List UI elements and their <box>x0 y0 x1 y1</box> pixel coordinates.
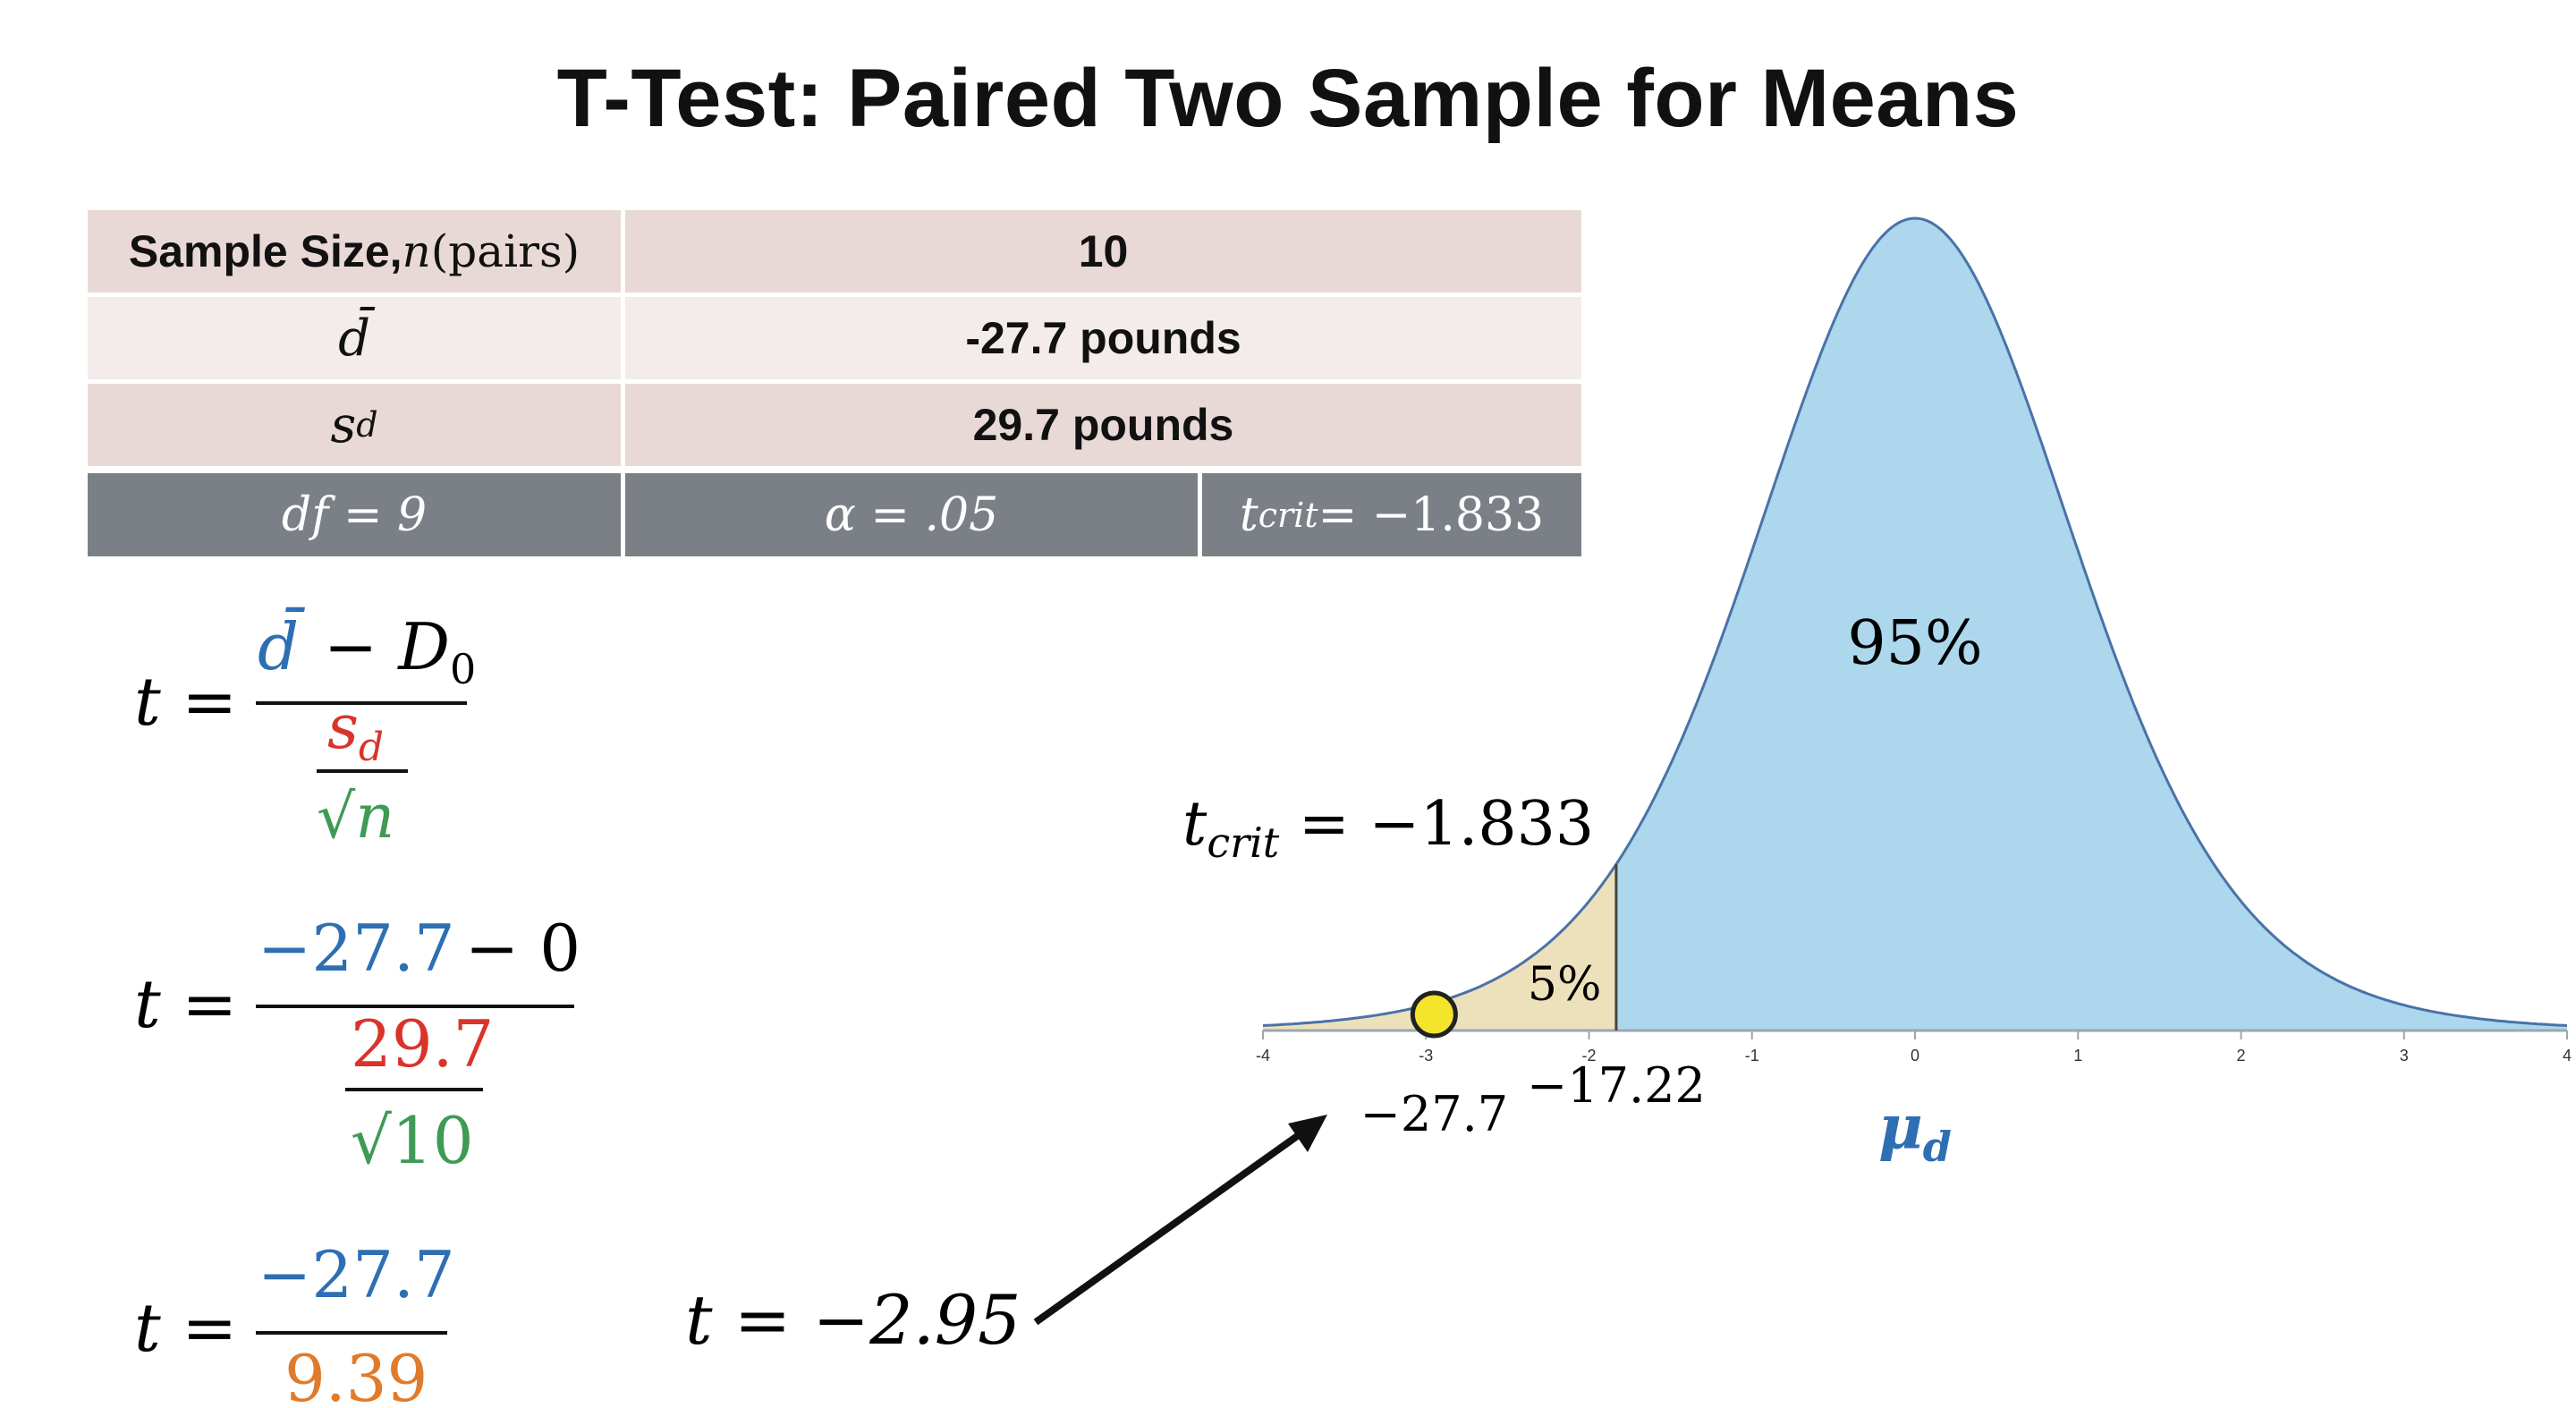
table-row-sample-size: Sample Size, n (pairs) 10 <box>88 210 1581 293</box>
rejection-percent-label: 5% <box>1528 958 1602 1012</box>
critical-t-value: t crit = −1.833 <box>1202 473 1581 556</box>
sample-size-value: 10 <box>1078 226 1129 276</box>
formula-substituted: t = −27.7 − 0 29.7 √10 <box>134 911 580 1178</box>
formula-s-sub: d <box>359 725 384 770</box>
sample-size-label-var: n <box>402 225 431 277</box>
x-axis-ticks: -4 -3 -2 -1 0 1 2 3 4 <box>1256 1031 2572 1064</box>
formula2-sqrt-ten: √10 <box>351 1103 474 1178</box>
formula3-numerator: −27.7 <box>258 1237 455 1312</box>
test-statistic-marker <box>1410 990 1458 1039</box>
sample-size-label-text: Sample Size, <box>128 226 402 276</box>
x-axis-title: μd <box>1878 1092 1952 1171</box>
formula2-sd-value: 29.7 <box>351 1006 494 1081</box>
column-divider <box>621 297 625 379</box>
t-statistic-result: t = −2.95 <box>685 1280 1021 1360</box>
x-axis-tick-label: 4 <box>2563 1047 2572 1064</box>
formula2-numerator-mean: −27.7 <box>258 911 455 986</box>
table-row-parameters: df = 9 α = .05 t crit = −1.833 <box>88 473 1581 556</box>
column-divider <box>621 384 625 466</box>
sample-mean-label: −27.7 <box>1360 1086 1508 1142</box>
sample-size-label: Sample Size, n (pairs) <box>88 210 621 293</box>
formula2-t-equals: t = <box>134 966 237 1043</box>
formula3-standard-error: 9.39 <box>284 1341 428 1408</box>
column-divider <box>1198 473 1202 556</box>
critical-t-annotation-var: t <box>1182 789 1208 860</box>
mean-difference-value: -27.7 pounds <box>965 313 1241 363</box>
x-axis-title-sub: d <box>1923 1123 1952 1171</box>
acceptance-percent-label: 95% <box>1847 608 1982 679</box>
table-row-mean-difference: d̄ -27.7 pounds <box>88 297 1581 379</box>
column-divider <box>621 473 625 556</box>
formula-sqrt-n: √n <box>317 782 394 852</box>
formula2-numerator-minus-zero: − 0 <box>465 911 580 986</box>
x-axis-title-var: μ <box>1878 1092 1923 1164</box>
critical-t-annotation-sub: crit <box>1207 819 1279 867</box>
critical-t-annotation: tcrit = −1.833 <box>1182 789 1594 867</box>
x-axis-tick-label: -2 <box>1581 1047 1596 1064</box>
formula-minus-d: − D <box>324 609 450 684</box>
formula-d0-sub: 0 <box>450 645 476 693</box>
x-axis-tick-label: -3 <box>1419 1047 1433 1064</box>
critical-t-rest: = −1.833 <box>1318 488 1545 542</box>
critical-t-sub: crit <box>1258 495 1318 535</box>
x-axis-tick-label: -1 <box>1745 1047 1759 1064</box>
acceptance-region <box>1615 218 2567 1031</box>
critical-t-annotation-rest: = −1.833 <box>1279 789 1594 860</box>
formula-d-bar: d̄ <box>258 606 305 684</box>
result-arrow <box>1033 1115 1327 1326</box>
formula3-t-equals: t = <box>134 1290 237 1367</box>
density-curve <box>1262 216 2568 1027</box>
x-axis-tick-label: 1 <box>2073 1047 2082 1064</box>
x-axis-tick-label: 2 <box>2236 1047 2245 1064</box>
formula-reduced: t = −27.7 9.39 <box>134 1237 455 1408</box>
degrees-of-freedom: df = 9 <box>281 488 428 542</box>
formula-t-equals: t = <box>134 664 237 741</box>
rejection-region <box>1263 864 1616 1031</box>
column-divider <box>621 210 625 293</box>
critical-value-label: −17.22 <box>1527 1057 1706 1114</box>
formula-sd: sd <box>327 692 384 770</box>
arrow-head <box>1288 1115 1327 1152</box>
formula-s: s <box>327 692 359 763</box>
formula-general: t = d̄ − D0 sd √n <box>134 606 476 852</box>
critical-t-var: t <box>1239 488 1258 542</box>
std-dev-label-var: s <box>330 395 357 454</box>
x-axis-tick-label: 0 <box>1911 1047 1919 1064</box>
t-distribution-chart: -4 -3 -2 -1 0 1 2 3 4 95% 5% tcrit = −1.833 −17.… <box>1182 216 2572 1171</box>
sample-size-label-tail: (pairs) <box>430 225 580 277</box>
summary-table: Sample Size, n (pairs) 10 d̄ -27.7 pound… <box>88 210 1581 556</box>
formula-minus-d0: − D0 <box>324 609 476 693</box>
page-title: T-Test: Paired Two Sample for Means <box>556 53 2020 144</box>
mean-difference-label: d̄ <box>338 309 370 368</box>
std-dev-value: 29.7 pounds <box>972 400 1234 450</box>
alpha-level: α = .05 <box>824 488 999 542</box>
x-axis-tick-label: 3 <box>2400 1047 2409 1064</box>
arrow-shaft <box>1033 1120 1318 1326</box>
x-axis-tick-label: -4 <box>1256 1047 1270 1064</box>
std-dev-label-sub: d <box>356 405 378 445</box>
